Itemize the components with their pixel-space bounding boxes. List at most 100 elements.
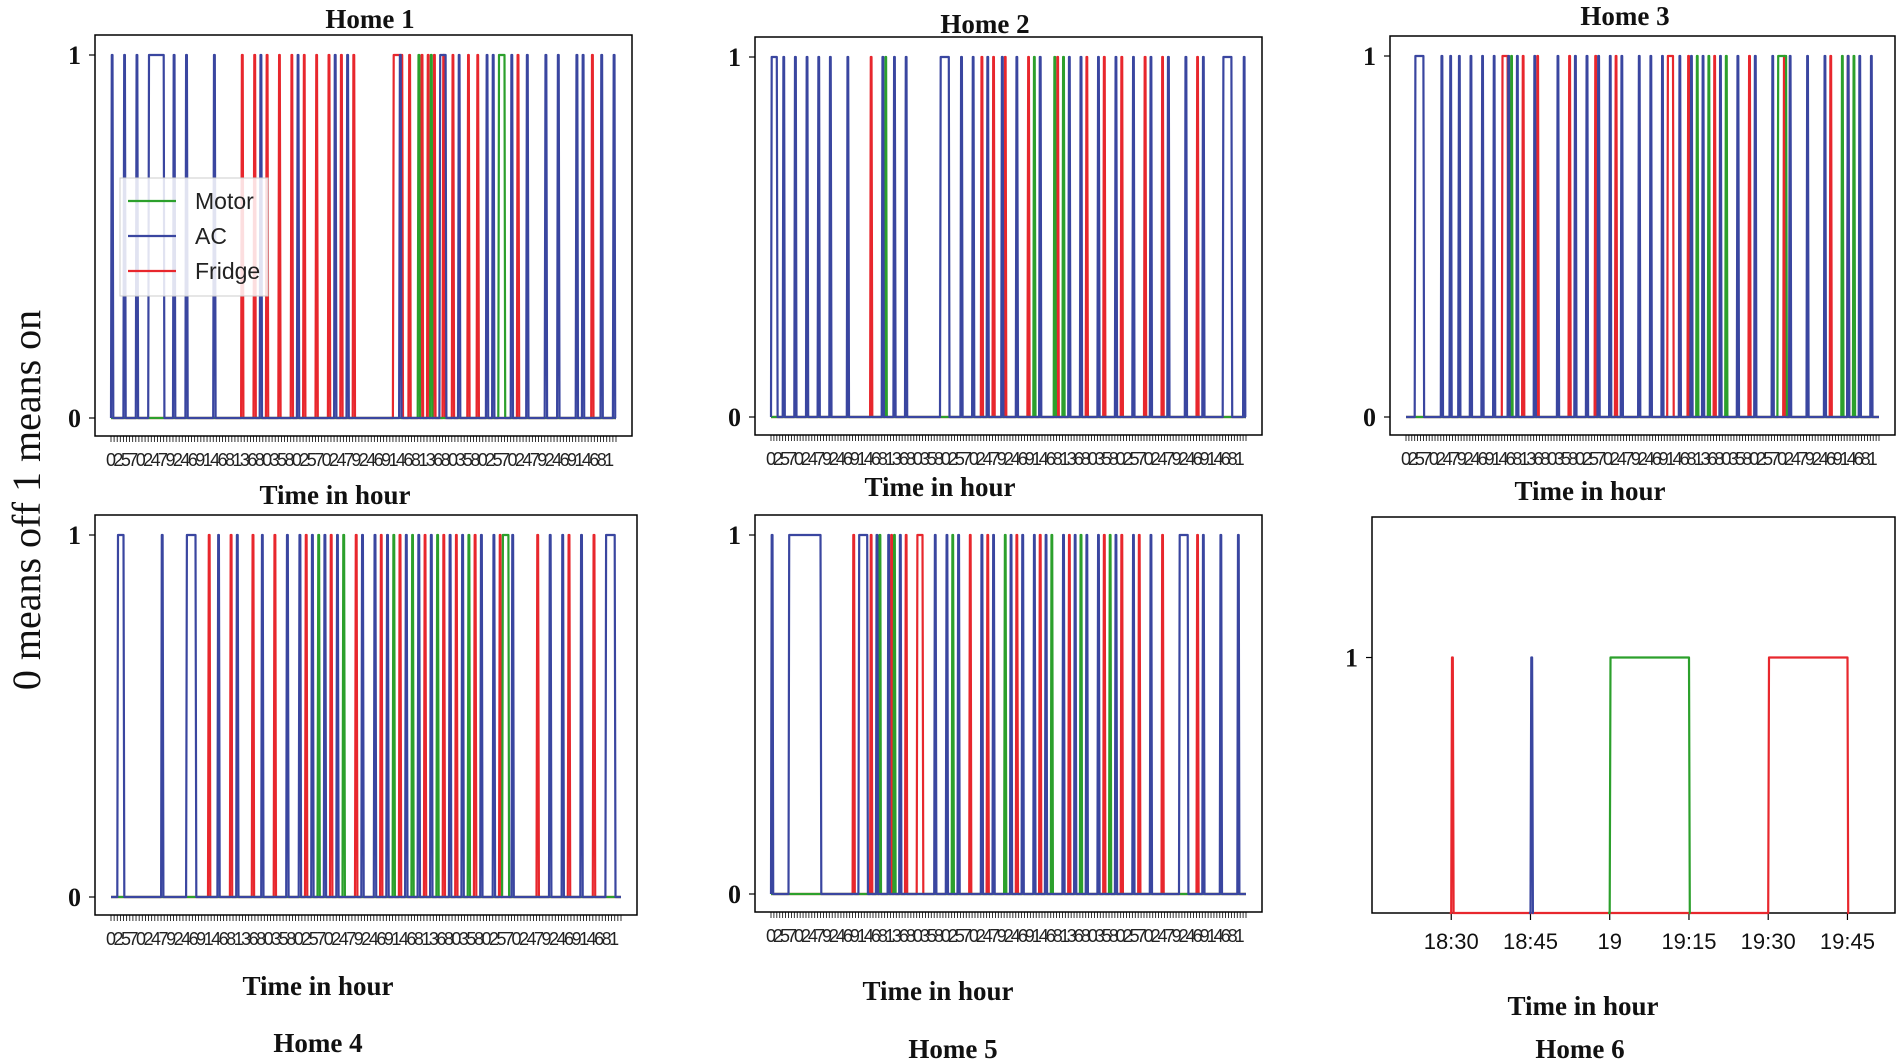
x-tick-label: 0 (1116, 449, 1126, 469)
x-tick-label: 9 (1659, 449, 1669, 469)
x-tick-label: 9 (354, 929, 364, 949)
y-tick-label: 1 (1363, 42, 1376, 71)
x-tick-label: 8 (1861, 449, 1871, 469)
x-tick-label: 0 (1575, 449, 1585, 469)
x-tick-label: 9 (537, 450, 547, 470)
x-tick-label: 9 (1485, 449, 1495, 469)
x-tick-label: 7 (314, 450, 324, 470)
x-tick-label: 4 (151, 450, 161, 470)
x-tick-label: 4 (1158, 926, 1168, 946)
x-tick-label: 3 (1554, 449, 1564, 469)
x-tick-label: 6 (1652, 449, 1662, 469)
x-tick-label: 8 (602, 929, 612, 949)
x-tick-label: 6 (406, 929, 416, 949)
x-tick-label: 4 (808, 449, 818, 469)
x-tick-label: 1 (1666, 449, 1676, 469)
x-tick-label: 5 (309, 929, 319, 949)
x-tick-label: 4 (864, 926, 874, 946)
x-tick-label: 0 (262, 450, 272, 470)
x-tick-label: 0 (969, 926, 979, 946)
x-tick-label: 0 (766, 449, 776, 469)
x-tick-label: 0 (941, 449, 951, 469)
x-tick-label: 4 (1471, 449, 1481, 469)
y-tick-label: 1 (728, 521, 741, 550)
x-tick-label: 7 (1422, 449, 1432, 469)
x-tick-label: 2 (976, 926, 986, 946)
x-tick-label: 5 (307, 450, 317, 470)
x-tick-label: 3 (270, 450, 280, 470)
plot-area-frame (94, 514, 638, 916)
x-tick-label: 8 (1714, 449, 1724, 469)
x-tick-label: 8 (414, 929, 424, 949)
x-tick-label: 2 (549, 929, 559, 949)
x-tick-label: 2 (1123, 926, 1133, 946)
x-tick-label: 1 (1840, 449, 1850, 469)
x-tick-label: 9 (165, 450, 175, 470)
x-tick-label: 0 (324, 929, 334, 949)
x-tick-label: 6 (1478, 449, 1488, 469)
x-tick-label: 0 (1116, 926, 1126, 946)
x-tick-label: 0 (913, 926, 923, 946)
x-tick-label: 3 (1095, 926, 1105, 946)
y-tick-label: 0 (1363, 403, 1376, 432)
x-tick-label: 8 (444, 929, 454, 949)
x-tick-label: 5 (121, 929, 131, 949)
x-tick-label: 9 (1172, 926, 1182, 946)
x-tick-label: 4 (983, 926, 993, 946)
x-tick-label: 2 (361, 929, 371, 949)
x-tick-label: 2 (331, 929, 341, 949)
x-axis-label: Time in hour (864, 472, 1015, 502)
x-tick-label: 1 (1032, 449, 1042, 469)
x-tick-label: 2 (359, 450, 369, 470)
x-tick-label-cluster: 0257024792469146813680358025702479246914… (106, 436, 617, 470)
x-tick-label: 8 (906, 449, 916, 469)
x-tick-label: 6 (1074, 926, 1084, 946)
x-tick-label: 0 (794, 449, 804, 469)
x-tick-label: 1 (579, 929, 589, 949)
x-tick-label: 6 (376, 929, 386, 949)
x-tick-label: 9 (567, 450, 577, 470)
x-tick-label: 4 (210, 450, 220, 470)
x-tick-label: 9 (997, 926, 1007, 946)
x-tick-label: 1 (609, 929, 619, 949)
x-tick-label: 2 (1582, 449, 1592, 469)
x-tick-label: 4 (527, 929, 537, 949)
x-tick-label: 9 (542, 929, 552, 949)
x-tick-label: 8 (1742, 449, 1752, 469)
x-tick-label: 8 (226, 929, 236, 949)
x-tick-label: 7 (990, 926, 1000, 946)
x-tick-label: 2 (485, 450, 495, 470)
x-tick-label: 7 (1624, 449, 1634, 469)
y-tick-label: 1 (728, 43, 741, 72)
x-tick-label: 8 (1512, 449, 1522, 469)
x-tick-label: 8 (284, 450, 294, 470)
x-tick-label: 5 (1130, 926, 1140, 946)
x-tick-label: 3 (429, 929, 439, 949)
x-tick-label: 6 (1193, 926, 1203, 946)
x-tick-label: 3 (920, 449, 930, 469)
subplot-title: Home 1 (325, 4, 414, 34)
x-tick-label: 4 (587, 929, 597, 949)
x-tick-label: 4 (1214, 449, 1224, 469)
x-tick-label: 4 (1039, 926, 1049, 946)
x-tick-label: 2 (1436, 449, 1446, 469)
x-tick-label: 0 (448, 450, 458, 470)
x-tick-label: 7 (158, 450, 168, 470)
plot-area-frame (754, 514, 1263, 913)
x-tick-label: 6 (403, 450, 413, 470)
x-tick-label: 6 (1018, 926, 1028, 946)
x-tick-label: 8 (441, 450, 451, 470)
x-tick-label: 2 (1756, 449, 1766, 469)
x-tick-label: 1 (857, 449, 867, 469)
x-tick-label: 8 (1228, 449, 1238, 469)
x-tick-label: 7 (346, 929, 356, 949)
x-tick-label: 9 (1025, 449, 1035, 469)
x-tick-label: 4 (369, 929, 379, 949)
x-tick-label: 0 (136, 929, 146, 949)
x-tick-label: 8 (934, 926, 944, 946)
plot-area-frame (754, 36, 1263, 436)
x-tick-label: 7 (159, 929, 169, 949)
x-tick-label: 4 (1158, 449, 1168, 469)
x-tick-label: 19 (1597, 929, 1621, 954)
